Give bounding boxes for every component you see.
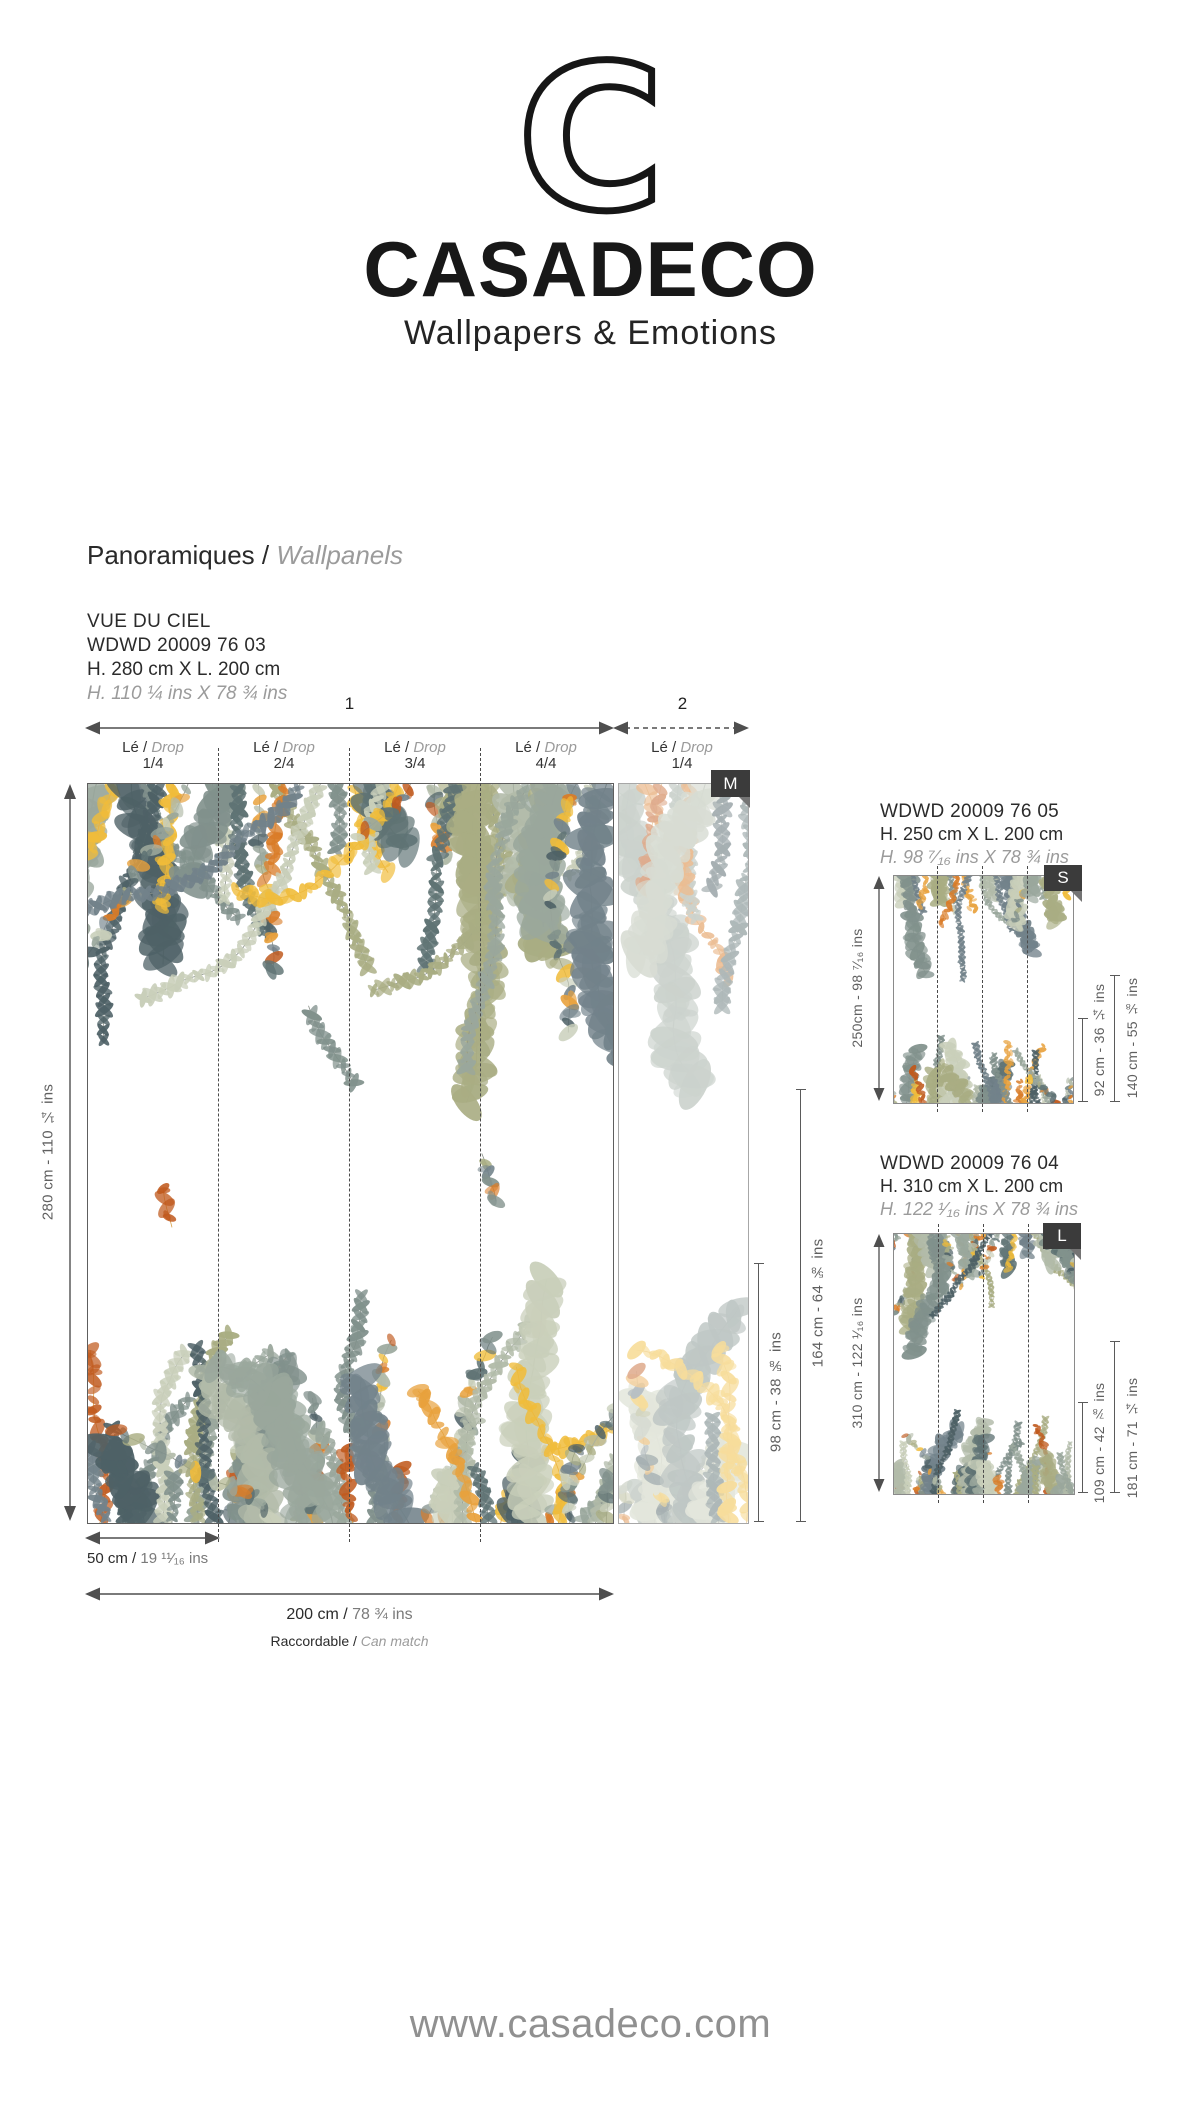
casadeco-logo-icon: C [514,50,668,220]
product-size-cm: H. 280 cm X L. 200 cm [87,659,281,680]
main-height-label: 280 cm - 110 ¼ ins [39,1083,57,1221]
measure-label-109: 109 cm - 42 ⅞ ins [1091,1382,1107,1504]
variant-s-height-arrow [873,876,885,1101]
measure-label-98: 98 cm - 38 ⅝ ins [767,1331,785,1453]
measure-line-92 [1078,1018,1088,1102]
main-height-arrow [64,784,76,1521]
panel1-width-arrow [85,721,614,735]
mural-artwork-l [894,1234,1074,1494]
drop-width-arrow [85,1531,220,1545]
variant-reference: WDWD 20009 76 04 [880,1153,1060,1174]
measure-line-140 [1110,975,1120,1102]
variant-size-ins: H. 98 ⁷⁄₁₆ ins X 78 ¾ ins [880,847,1069,867]
measure-line-109 [1078,1402,1088,1493]
drop-fraction: 4/4 [535,755,557,772]
drop-separator [982,866,983,1112]
measure-label-181: 181 cm - 71 ¼ ins [1124,1377,1140,1499]
drop-label-2: Lé / Drop 2/4 [219,740,349,772]
mural-panel-main [87,783,614,1524]
variant-s-info: WDWD 20009 76 05 H. 250 cm X L. 200 cm H… [880,800,1069,869]
drop-separator [1027,866,1028,1112]
main-product-info: VUE DU CIEL WDWD 20009 76 03 H. 280 cm X… [87,610,287,706]
drop-label-1: Lé / Drop 1/4 [88,740,218,772]
variant-l-height-label: 310 cm - 122 ¹⁄₁₆ ins [849,1297,865,1429]
drop-fraction: 1/4 [142,755,164,772]
size-badge-l: L [1043,1223,1081,1260]
drop-fraction: 3/4 [404,755,426,772]
variant-l-height-arrow [873,1234,885,1492]
drop-separator [937,866,938,1112]
panel2-width-arrow [613,721,749,735]
match-note: Raccordable / Can match [270,1633,429,1649]
panel2-number: 2 [677,694,688,713]
variant-l-info: WDWD 20009 76 04 H. 310 cm X L. 200 cm H… [880,1152,1078,1221]
mural-panel-l [893,1233,1075,1495]
section-title: Panoramiques / Wallpanels [87,540,403,571]
measure-line-181 [1110,1341,1120,1493]
brand-name: CASADECO [363,225,818,313]
drop-separator [480,748,481,1542]
product-size-ins: H. 110 ¼ ins X 78 ¾ ins [87,683,288,704]
drop-fraction: 2/4 [273,755,295,772]
panel1-number: 1 [344,694,355,713]
mural-artwork-repeat [619,784,748,1523]
mural-artwork-s [894,876,1073,1103]
measure-line-164 [796,1089,806,1522]
mural-artwork-main [88,784,613,1523]
variant-size-cm: H. 250 cm X L. 200 cm [880,824,1064,844]
product-name: VUE DU CIEL [87,611,211,632]
brand-tagline: Wallpapers & Emotions [403,314,778,352]
drop-label-3: Lé / Drop 3/4 [350,740,480,772]
total-width-arrow [85,1587,614,1601]
measure-label-164: 164 cm - 64 ⅝ ins [809,1238,827,1368]
variant-s-height-label: 250cm - 98 ⁷⁄₁₆ ins [849,928,865,1048]
drop-separator [218,748,219,1542]
drop-label-5: Lé / Drop 1/4 [617,740,747,772]
section-title-fr: Panoramiques / [87,540,270,570]
section-title-en: Wallpanels [276,540,404,570]
variant-reference: WDWD 20009 76 05 [880,801,1060,822]
drop-width-label: 50 cm / 19 ¹¹⁄₁₆ ins [87,1550,209,1567]
measure-line-98 [754,1263,764,1522]
drop-fraction: 1/4 [671,755,693,772]
total-width-label: 200 cm / 78 ¾ ins [286,1606,413,1623]
logo-letter-c: C [517,50,664,220]
drop-separator [1028,1224,1029,1503]
size-badge-s: S [1044,865,1082,902]
variant-size-cm: H. 310 cm X L. 200 cm [880,1176,1064,1196]
drop-separator [349,748,350,1542]
measure-label-140: 140 cm - 55 ⅛ ins [1124,977,1140,1099]
drop-separator [938,1224,939,1503]
variant-size-ins: H. 122 ¹⁄₁₆ ins X 78 ¾ ins [880,1199,1079,1219]
drop-separator [983,1224,984,1503]
mural-panel-repeat [618,783,749,1524]
mural-panel-s [893,875,1074,1104]
product-reference: WDWD 20009 76 03 [87,635,267,656]
measure-label-92: 92 cm - 36 ¼ ins [1091,983,1107,1097]
drop-label-4: Lé / Drop 4/4 [481,740,611,772]
size-badge-m: M [711,770,750,808]
website-link[interactable]: www.casadeco.com [409,2002,772,2046]
